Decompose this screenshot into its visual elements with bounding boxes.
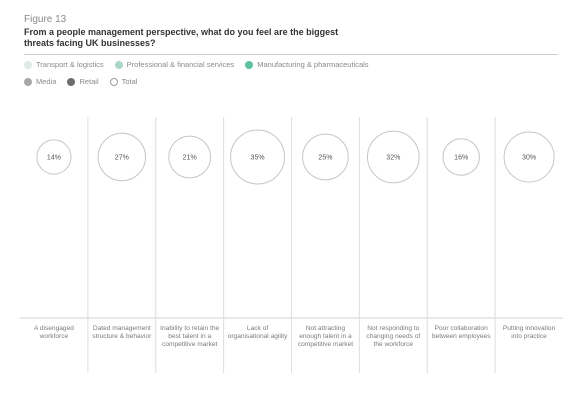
category-label: Not responding to changing needs of the … [366, 325, 421, 349]
bubble [230, 129, 286, 185]
legend-item-total: Total [109, 77, 138, 86]
legend-swatch-total [109, 77, 118, 86]
legend-swatch-manufacturing [245, 60, 254, 69]
bubble [302, 133, 349, 181]
value-label: 27% [115, 155, 129, 162]
legend-label-media: Media [36, 77, 57, 86]
legend-swatch-transport [24, 60, 32, 69]
chart-title: From a people management perspective, wh… [24, 27, 339, 48]
category-label: A disengaged workforce [33, 325, 74, 341]
category-label: Dated management structure & behavior [92, 325, 152, 341]
title-divider [24, 54, 558, 55]
bubble [442, 138, 480, 176]
value-label: 21% [183, 155, 197, 162]
bubble [36, 139, 72, 175]
bubble [503, 131, 555, 183]
value-label: 32% [386, 155, 400, 162]
value-label: 16% [454, 155, 468, 162]
legend-row-1: Transport & logistics Professional & fin… [24, 60, 380, 69]
legend-label-transport: Transport & logistics [36, 60, 104, 69]
legend-swatch-professional [114, 60, 123, 69]
legend-label-professional: Professional & financial services [126, 60, 235, 69]
bubble [366, 130, 420, 184]
legend-swatch-retail [67, 77, 76, 86]
value-label: 30% [522, 155, 536, 162]
category-label: Lack of organisational agility [227, 325, 288, 341]
legend-label-total: Total [121, 77, 138, 86]
category-label: Inability to retain the best talent in a… [160, 325, 220, 349]
value-label: 14% [47, 155, 61, 162]
bubble [97, 132, 147, 182]
category-label: Not attracting enough talent in a compet… [297, 325, 354, 349]
legend-item-retail: Retail [67, 77, 99, 86]
legend-item-manufacturing: Manufacturing & pharmaceuticals [245, 60, 369, 69]
legend-label-manufacturing: Manufacturing & pharmaceuticals [257, 60, 369, 69]
legend-item-media: Media [24, 77, 56, 86]
legend-item-transport: Transport & logistics [24, 60, 104, 69]
value-label: 35% [251, 155, 265, 162]
category-label: Poor collaboration between employees [431, 325, 491, 341]
legend-label-retail: Retail [79, 77, 99, 86]
legend-row-2: Media Retail Total [24, 77, 148, 86]
legend-item-professional: Professional & financial services [114, 60, 235, 69]
figure-label: Figure 13 [24, 14, 67, 25]
bubble [168, 135, 212, 179]
category-label: Putting innovation into practice [502, 325, 556, 341]
value-label: 25% [318, 155, 332, 162]
legend-swatch-media [24, 77, 32, 86]
